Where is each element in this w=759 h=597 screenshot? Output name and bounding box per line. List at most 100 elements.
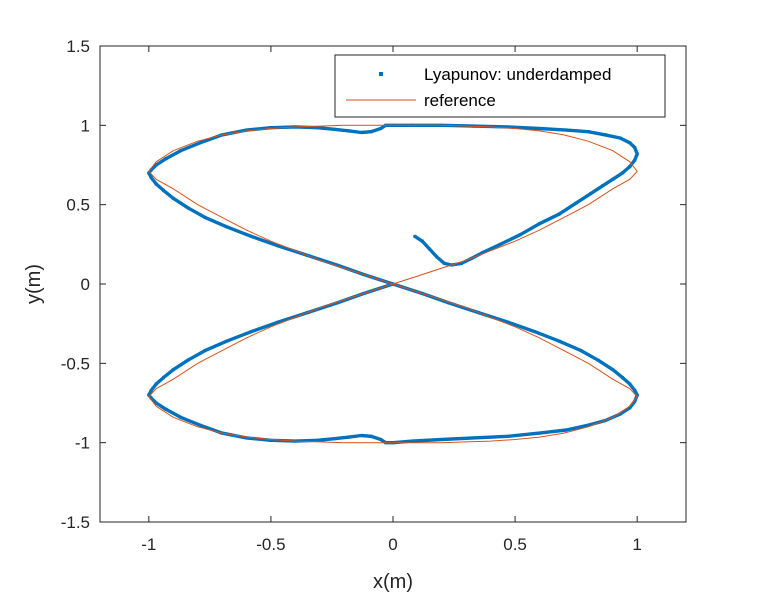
y-tick-label: -1: [75, 434, 90, 453]
legend-box: [334, 54, 666, 118]
trajectory-point: [557, 339, 561, 343]
trajectory-point: [347, 129, 351, 133]
trajectory-point: [628, 165, 632, 169]
trajectory-point: [633, 388, 637, 392]
trajectory-point: [628, 141, 632, 145]
ticks-layer: -1 -0.5 0 0.5 1 -1.5 -1 -0.5 0 0.5 1 1.5: [61, 37, 686, 554]
trajectory-point: [603, 133, 607, 137]
trajectory-point: [369, 434, 373, 438]
y-tick-label: 1.5: [66, 37, 90, 56]
trajectory-point: [533, 330, 537, 334]
series-reference: [148, 124, 638, 444]
trajectory-point: [635, 152, 639, 156]
x-tick-label: -1: [141, 535, 156, 554]
trajectory-point: [411, 439, 415, 443]
legend: Lyapunov: underdamped reference: [334, 54, 666, 118]
trajectory-point: [186, 206, 190, 210]
trajectory-point: [586, 423, 590, 427]
trajectory-point: [198, 423, 202, 427]
legend-marker-dots: [379, 72, 383, 76]
trajectory-point: [179, 149, 183, 153]
trajectory-point: [269, 438, 273, 442]
trajectory-point: [472, 436, 476, 440]
trajectory-point: [379, 437, 383, 441]
trajectory-point: [164, 157, 168, 161]
trajectory-point: [249, 234, 253, 238]
trajectory-point: [269, 126, 273, 130]
trajectory-point: [633, 158, 637, 162]
trajectory-point: [154, 182, 158, 186]
trajectory-point: [633, 399, 637, 403]
trajectory-point: [611, 368, 615, 372]
trajectory-point: [564, 428, 568, 432]
trajectory-point: [249, 330, 253, 334]
trajectory-point: [149, 388, 153, 392]
trajectory-point: [557, 212, 561, 216]
trajectory-point: [621, 376, 625, 380]
trajectory-point: [161, 188, 165, 192]
trajectory-point: [147, 393, 151, 397]
trajectory-point: [332, 437, 336, 441]
trajectory-point: [538, 222, 541, 226]
x-tick-label: 1: [632, 535, 641, 554]
trajectory-point: [440, 437, 444, 441]
trajectory-point: [225, 225, 229, 229]
trajectory-point: [276, 244, 280, 248]
trajectory-point: [369, 130, 373, 134]
trajectory-point: [586, 130, 590, 134]
trajectory-point: [359, 434, 363, 438]
trajectory-point: [171, 196, 175, 200]
trajectory-point: [154, 401, 158, 405]
y-tick-label: 0.5: [66, 196, 90, 215]
trajectory-point: [347, 435, 351, 439]
trajectory-point: [203, 215, 207, 219]
trajectory-point: [186, 358, 190, 362]
x-tick-label: 0: [388, 535, 397, 554]
trajectory-point: [621, 171, 625, 175]
trajectory-point: [618, 136, 622, 140]
trajectory-point: [315, 438, 319, 442]
trajectory-point: [198, 141, 202, 145]
trajectory-point: [149, 176, 153, 180]
trajectory-point: [628, 406, 632, 410]
y-tick-label: -1.5: [61, 513, 90, 532]
trajectory-point: [579, 349, 583, 353]
trajectory-point: [161, 376, 165, 380]
y-tick-label: -0.5: [61, 354, 90, 373]
legend-entries: Lyapunov: underdamped reference: [346, 65, 611, 110]
trajectory-point: [164, 407, 168, 411]
y-tick-label: 1: [81, 116, 90, 135]
trajectory-point: [538, 127, 541, 131]
trajectory-point: [276, 320, 280, 324]
trajectory-point: [154, 382, 158, 386]
trajectory-point: [506, 125, 510, 129]
trajectory-point: [574, 201, 578, 205]
trajectory-point: [628, 382, 632, 386]
trajectory-point: [601, 184, 605, 188]
trajectory-point: [245, 436, 248, 440]
trajectory-point: [596, 358, 600, 362]
trajectory-point: [506, 320, 510, 324]
trajectory-point: [332, 127, 336, 131]
trajectory-point: [428, 247, 432, 251]
trajectory-point: [498, 242, 502, 246]
trajectory-point: [618, 412, 622, 416]
trajectory-point: [203, 349, 207, 353]
trajectory-point: [315, 126, 319, 130]
series-layer: [147, 123, 639, 445]
trajectory-point: [379, 127, 383, 131]
x-axis-label: x(m): [373, 571, 413, 593]
trajectory-point: [635, 393, 639, 397]
trajectory-point: [149, 168, 153, 172]
trajectory-point: [442, 261, 446, 265]
trajectory-point: [147, 171, 151, 175]
trajectory-point: [481, 250, 485, 254]
trajectory-point: [611, 177, 615, 181]
y-tick-label: 0: [81, 275, 90, 294]
trajectory-point: [459, 261, 463, 265]
trajectory-point: [179, 415, 183, 419]
trajectory-point: [435, 255, 439, 259]
trajectory-point: [225, 339, 229, 343]
trajectory-point: [447, 301, 451, 305]
